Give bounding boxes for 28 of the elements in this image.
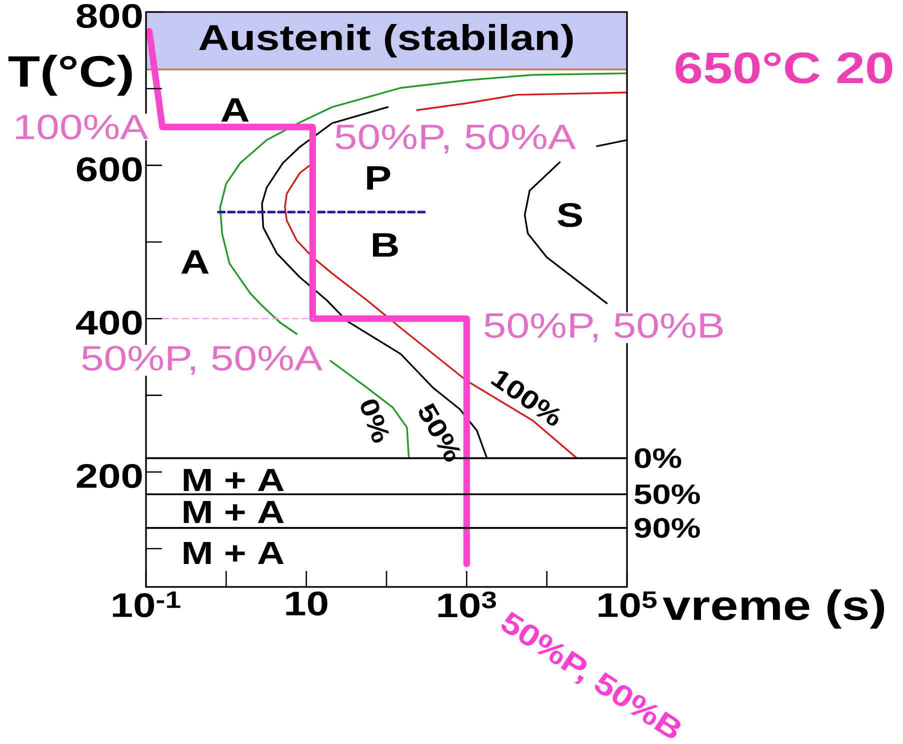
annotation: M + A xyxy=(184,468,284,491)
series-label: 0% xyxy=(634,448,682,468)
y-tick-label: 600 xyxy=(76,157,142,182)
y-axis-title: T(°C) xyxy=(8,54,132,96)
annotation: A xyxy=(221,98,249,122)
annotation: M + A xyxy=(184,542,284,564)
annotation: 100%A xyxy=(16,114,148,140)
annotation: 50%P, 50%A xyxy=(82,346,322,375)
y-tick-label: 200 xyxy=(76,464,142,488)
text: 650°C 20 xyxy=(676,52,892,84)
x-tick-label: 10$^{5}$ xyxy=(598,592,657,618)
annotation: P xyxy=(367,166,390,190)
x-tick-label: 10$^{-1}$ xyxy=(112,592,180,618)
annotation: 50%P, 50%B xyxy=(484,313,723,342)
band-label: Austenit (stabilan) xyxy=(199,24,573,58)
y-tick-label: 400 xyxy=(76,310,142,335)
x-tick-label: 10 xyxy=(286,592,328,616)
annotation: S xyxy=(558,202,582,228)
series-label: 90% xyxy=(634,518,700,538)
text: 0% xyxy=(360,400,390,443)
x-axis-title: vreme (s) xyxy=(662,589,884,629)
annotation: A xyxy=(181,250,209,274)
annotation: 50%P, 50%A xyxy=(336,124,576,154)
y-tick-label: 800 xyxy=(76,4,142,28)
annotation: M + A xyxy=(184,500,284,523)
x-tick-label: 10$^{3}$ xyxy=(438,592,496,618)
series-label: 50% xyxy=(634,484,700,504)
annotation: B xyxy=(373,233,398,257)
